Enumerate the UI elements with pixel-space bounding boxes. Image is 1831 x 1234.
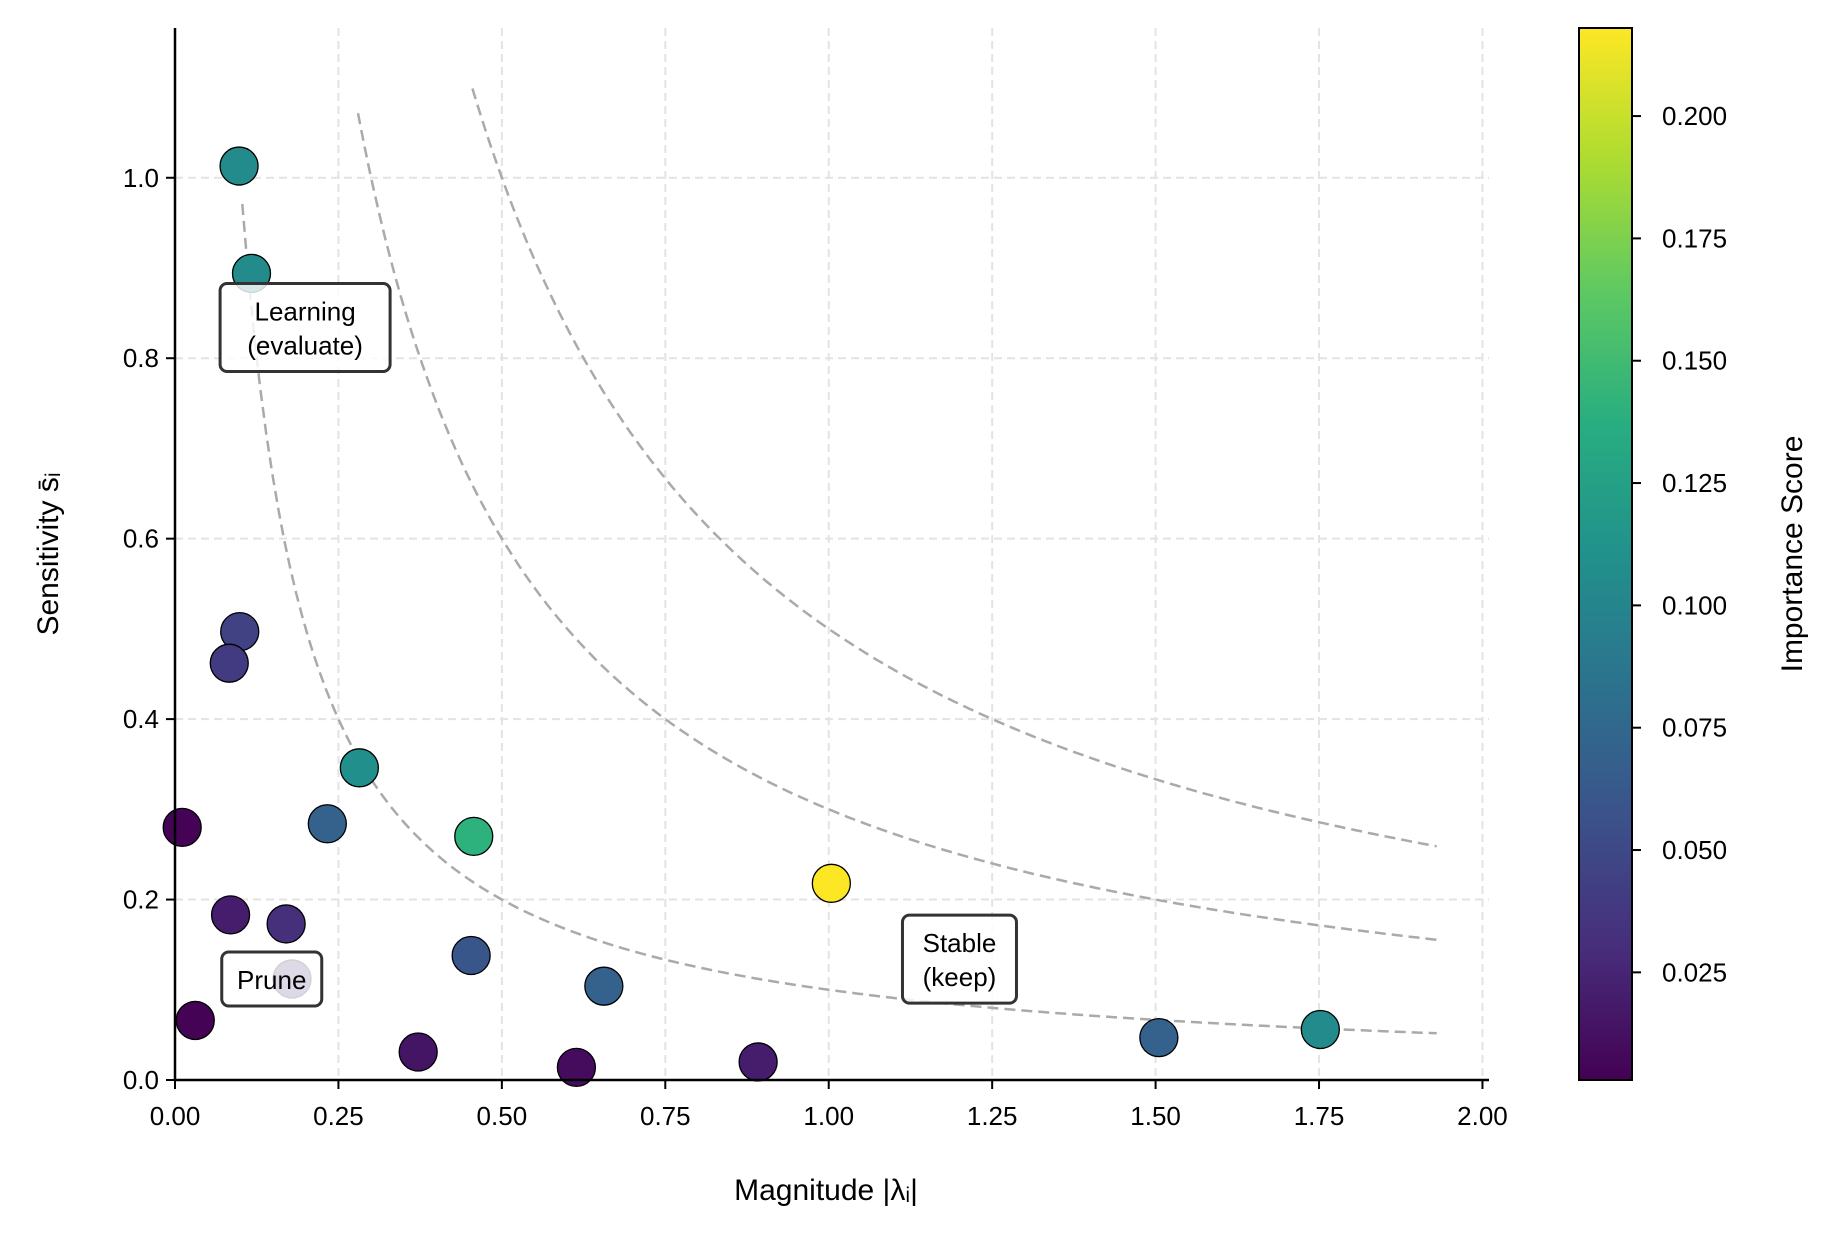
annotation-text: Learning [254,297,355,327]
data-point [584,966,624,1006]
colorbar-tick-label: 0.050 [1662,835,1727,865]
data-point [209,643,249,683]
colorbar-tick-label: 0.125 [1662,468,1727,498]
contour-curves [241,88,1437,1035]
annotation-text: Stable [923,928,997,958]
contour-curve [241,203,1437,1035]
x-axis-label: Magnitude |λᵢ| [734,1174,918,1207]
annotations: Learning (evaluate) Prune Stable (keep) [218,282,1018,1008]
x-tick-label: 0.00 [150,1101,201,1131]
annotation-box [218,282,392,374]
colorbar-tick-label: 0.150 [1662,346,1727,376]
y-tick-label: 1.0 [123,163,159,193]
data-points [162,146,1340,1088]
y-tick-label: 0.0 [123,1065,159,1095]
y-tick-label: 0.4 [123,704,159,734]
data-point [162,807,202,848]
data-point [738,1042,778,1082]
colorbar-label: Importance Score [1776,436,1809,673]
data-point [454,816,494,857]
colorbar-tick-label: 0.175 [1662,223,1727,253]
x-tick-label: 1.75 [1294,1101,1345,1131]
colorbar-gradient [1578,27,1633,1081]
annotation-text: Prune [237,965,306,995]
y-tick-label: 0.2 [123,885,159,915]
data-point [1139,1017,1179,1058]
data-point [398,1032,438,1072]
x-tick-label: 0.75 [640,1101,691,1131]
contour-curve [471,88,1437,848]
data-point [219,146,259,186]
x-tick-label: 1.50 [1130,1101,1181,1131]
data-point [556,1047,597,1088]
data-point [175,1000,215,1041]
colorbar-tick-label: 0.100 [1662,590,1727,620]
data-point [210,895,251,935]
colorbar: 0.025 0.050 0.075 0.100 0.125 0.150 0.175 0.200 [1578,27,1727,1081]
colorbar-tick-label: 0.025 [1662,957,1727,987]
annotation-box [220,950,324,1008]
axes: 0.00 0.25 0.50 0.75 1.00 1.25 1.50 1.75 2.00 0.0 0… [123,28,1508,1131]
annotation-box [900,913,1018,1005]
colorbar-tick-label: 0.200 [1662,101,1727,131]
colorbar-tick-label: 0.075 [1662,713,1727,743]
y-tick-label: 0.6 [123,524,159,554]
data-point [266,904,306,944]
data-point [307,804,347,844]
x-tick-label: 0.25 [313,1101,364,1131]
x-tick-label: 1.00 [803,1101,854,1131]
data-point [1300,1009,1340,1050]
x-tick-label: 1.25 [967,1101,1018,1131]
annotation-text: (evaluate) [247,331,363,361]
annotation-text: (keep) [923,962,997,992]
data-point [811,863,851,903]
data-point [451,935,491,976]
data-point [339,748,380,788]
x-tick-label: 2.00 [1457,1101,1508,1131]
x-tick-label: 0.50 [477,1101,528,1131]
y-axis-label: Sensitivity s̄ᵢ [32,472,65,635]
contour-curve [356,113,1437,942]
y-tick-label: 0.8 [123,343,159,373]
